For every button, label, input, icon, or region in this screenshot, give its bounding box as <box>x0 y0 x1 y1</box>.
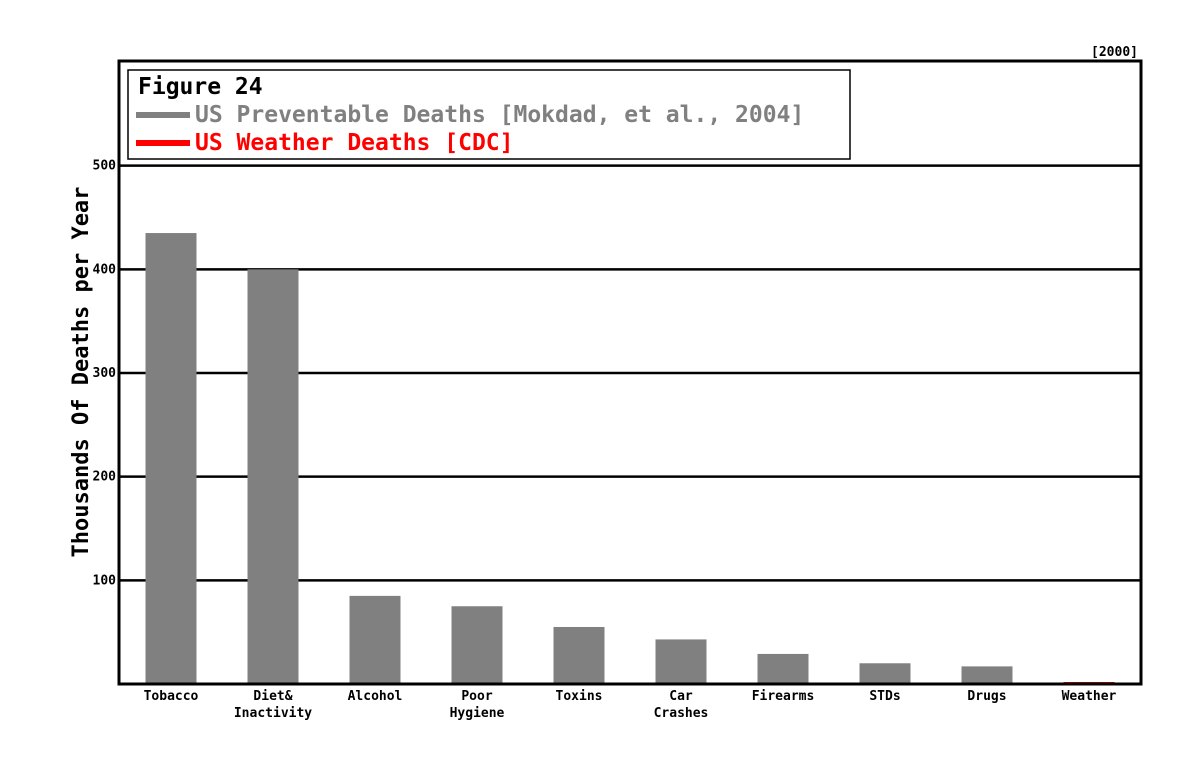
bar-poor-hygiene <box>451 606 503 684</box>
x-tick-label-poor-hygiene: Poor Hygiene <box>450 689 505 721</box>
y-tick-label-400: 400 <box>93 262 117 277</box>
bar-toxins <box>553 626 605 684</box>
bar-stds <box>859 663 911 684</box>
legend: Figure 24 US Preventable Deaths [Mokdad,… <box>127 69 851 160</box>
x-tick-label-alcohol: Alcohol <box>348 689 403 704</box>
x-tick-labels: Tobacco Diet& Inactivity Alcohol Poor Hygiene… <box>144 689 1117 721</box>
legend-title: Figure 24 <box>138 74 263 100</box>
x-tick-label-toxins: Toxins <box>556 689 603 704</box>
x-tick-label-stds: STDs <box>869 689 900 704</box>
x-tick-label-diet-inactivity: Diet& Inactivity <box>234 689 312 721</box>
y-tick-label-300: 300 <box>93 366 117 381</box>
bars <box>145 233 1115 685</box>
x-tick-label-tobacco: Tobacco <box>144 689 199 704</box>
bar-firearms <box>757 653 809 684</box>
x-tick-label-drugs: Drugs <box>967 689 1006 704</box>
y-tick-label-100: 100 <box>93 573 117 588</box>
y-tick-label-500: 500 <box>93 159 117 174</box>
y-tick-labels: 100 200 300 400 500 <box>93 159 117 589</box>
plot-frame <box>117 59 1143 686</box>
bar-tobacco <box>145 233 197 685</box>
bar-diet-inactivity <box>247 269 299 684</box>
x-tick-label-firearms: Firearms <box>752 689 815 704</box>
x-tick-label-weather: Weather <box>1062 689 1117 704</box>
bar-alcohol <box>349 595 401 684</box>
y-axis-label: Thousands Of Deaths per Year <box>69 187 94 558</box>
x-tick-label-car-crashes: Car Crashes <box>654 689 709 721</box>
y-tick-label-200: 200 <box>93 470 117 485</box>
corner-year-label: [2000] <box>1091 45 1138 60</box>
bar-drugs <box>961 666 1013 684</box>
legend-entry-weather: US Weather Deaths [CDC] <box>195 130 514 156</box>
bar-car-crashes <box>655 639 707 684</box>
legend-box <box>127 69 851 160</box>
legend-entry-preventable: US Preventable Deaths [Mokdad, et al., 2… <box>195 102 804 128</box>
